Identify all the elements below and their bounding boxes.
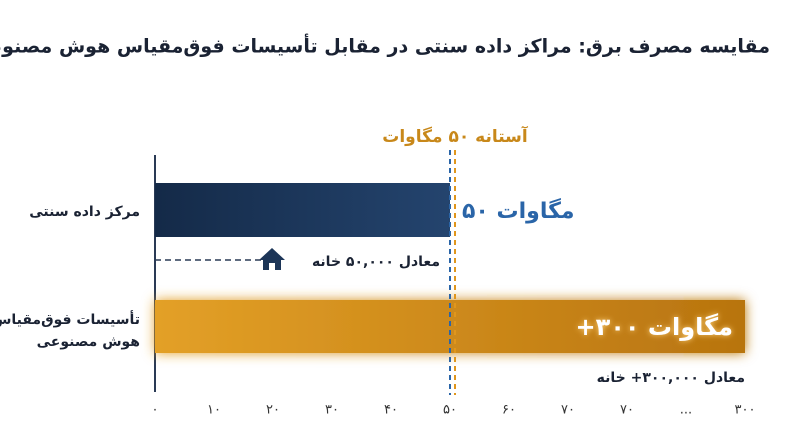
house-icon: [259, 248, 285, 270]
chart-title: مقایسه مصرف برق: مراکز داده سنتی در مقاب…: [0, 34, 770, 58]
x-tick-label: ۷۰: [561, 403, 575, 418]
bar: [155, 300, 745, 353]
x-tick-label: ۴۰: [384, 403, 398, 418]
annotation: معادل ۳۰۰,۰۰۰+ خانه: [597, 370, 745, 386]
threshold-label: آستانه ۵۰ مگاوات: [382, 125, 529, 147]
annotation: معادل ۵۰,۰۰۰ خانه: [312, 254, 440, 270]
x-tick-label: ۶۰: [502, 403, 516, 418]
x-tick-label: ۵۰: [443, 403, 457, 418]
y-tick-label: تأسیسات فوق‌مقیاس هوش مصنوعی: [0, 310, 140, 350]
x-tick-label: ۲۰: [266, 403, 280, 418]
x-tick-label: ۰: [152, 403, 159, 418]
y-tick-label: مرکز داده سنتی: [29, 204, 140, 220]
x-tick-label: ...: [680, 403, 692, 418]
x-tick-label: ۳۰۰: [735, 403, 756, 418]
value-label: ۵۰ مگاوات: [462, 197, 575, 224]
x-tick-label: ۱۰: [207, 403, 221, 418]
value-label: +۳۰۰ مگاوات: [575, 313, 733, 341]
bar: [155, 183, 450, 237]
x-tick-label: ۳۰: [325, 403, 339, 418]
x-tick-label: ۷۰: [620, 403, 634, 418]
